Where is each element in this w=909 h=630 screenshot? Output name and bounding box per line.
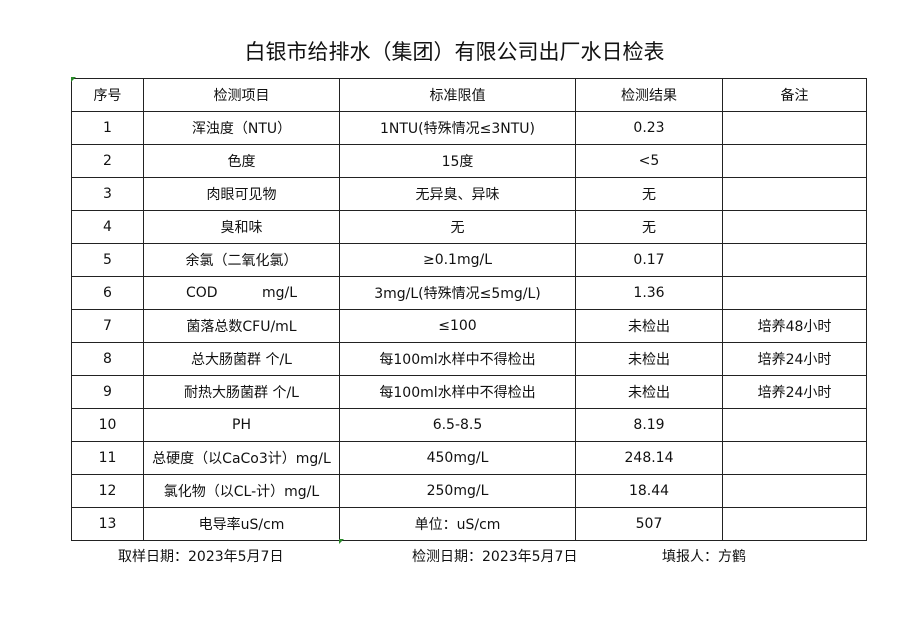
- cell-index: 5: [71, 243, 144, 277]
- cell-limit: ≥0.1mg/L: [339, 243, 576, 277]
- cell-result: 未检出: [575, 309, 723, 343]
- cell-remark: 培养24小时: [722, 342, 867, 376]
- cell-result: <5: [575, 144, 723, 178]
- filled-by: 填报人：方鹤: [662, 549, 746, 565]
- table-row: 8 总大肠菌群 个/L 每100ml水样中不得检出 未检出 培养24小时: [71, 342, 867, 376]
- cell-remark: 培养24小时: [722, 375, 867, 409]
- cell-result: 无: [575, 210, 723, 244]
- cell-remark: [722, 276, 867, 310]
- table-row: 12 氯化物（以CL-计）mg/L 250mg/L 18.44: [71, 474, 867, 508]
- cell-remark: [722, 474, 867, 508]
- cell-remark: [722, 408, 867, 442]
- cell-limit: 3mg/L(特殊情况≤5mg/L): [339, 276, 576, 310]
- cell-index: 3: [71, 177, 144, 211]
- cell-remark: [722, 243, 867, 277]
- cell-index: 9: [71, 375, 144, 409]
- cell-item: 肉眼可见物: [143, 177, 340, 211]
- cell-item: 耐热大肠菌群 个/L: [143, 375, 340, 409]
- cell-remark: [722, 144, 867, 178]
- table-row: 1 浑浊度（NTU） 1NTU(特殊情况≤3NTU) 0.23: [71, 111, 867, 145]
- table-row: 4 臭和味无无: [71, 210, 867, 244]
- cell-result: 未检出: [575, 342, 723, 376]
- cell-item: 臭和味: [143, 210, 340, 244]
- table-row: 6 COD mg/L 3mg/L(特殊情况≤5mg/L) 1.36: [71, 276, 867, 310]
- cell-item: 总大肠菌群 个/L: [143, 342, 340, 376]
- cell-result: 248.14: [575, 441, 723, 475]
- cell-result: 无: [575, 177, 723, 211]
- cell-marker-icon: [339, 539, 344, 544]
- cell-index: 8: [71, 342, 144, 376]
- table-row: 9 耐热大肠菌群 个/L 每100ml水样中不得检出 未检出 培养24小时: [71, 375, 867, 409]
- cell-index: 6: [71, 276, 144, 310]
- cell-result: 18.44: [575, 474, 723, 508]
- cell-index: 4: [71, 210, 144, 244]
- table-row: 7 菌落总数CFU/mL ≤100 未检出 培养48小时: [71, 309, 867, 343]
- cell-item: PH: [143, 408, 340, 442]
- cell-limit: 每100ml水样中不得检出: [339, 375, 576, 409]
- header-result: 检测结果: [575, 78, 723, 112]
- cell-limit: 6.5-8.5: [339, 408, 576, 442]
- report-title: 白银市给排水（集团）有限公司出厂水日检表: [244, 40, 665, 64]
- water-quality-table: 序号 检测项目 标准限值 检测结果 备注 1 浑浊度（NTU） 1NTU(特殊情况≤…: [71, 78, 867, 541]
- cell-index: 10: [71, 408, 144, 442]
- cell-remark: [722, 111, 867, 145]
- cell-index: 11: [71, 441, 144, 475]
- table-row: 10 PH 6.5-8.5 8.19: [71, 408, 867, 442]
- cell-limit: 450mg/L: [339, 441, 576, 475]
- cell-limit: 250mg/L: [339, 474, 576, 508]
- header-index: 序号: [71, 78, 144, 112]
- cell-index: 1: [71, 111, 144, 145]
- cell-limit: ≤100: [339, 309, 576, 343]
- header-item: 检测项目: [143, 78, 340, 112]
- cell-index: 7: [71, 309, 144, 343]
- cell-item: 总硬度（以CaCo3计）mg/L: [143, 441, 340, 475]
- cell-index: 2: [71, 144, 144, 178]
- cell-item: 氯化物（以CL-计）mg/L: [143, 474, 340, 508]
- table-row: 3 肉眼可见物 无异臭、异味无: [71, 177, 867, 211]
- cell-remark: 培养48小时: [722, 309, 867, 343]
- cell-limit: 无: [339, 210, 576, 244]
- cell-limit: 15度: [339, 144, 576, 178]
- cell-remark: [722, 210, 867, 244]
- cell-result: 未检出: [575, 375, 723, 409]
- cell-item: 浑浊度（NTU）: [143, 111, 340, 145]
- cell-limit: 无异臭、异味: [339, 177, 576, 211]
- cell-result: 0.17: [575, 243, 723, 277]
- cell-remark: [722, 441, 867, 475]
- cell-limit: 1NTU(特殊情况≤3NTU): [339, 111, 576, 145]
- cell-remark: [722, 507, 867, 541]
- header-row: 序号 检测项目 标准限值 检测结果 备注: [71, 78, 867, 112]
- cell-item: 余氯（二氧化氯）: [143, 243, 340, 277]
- header-limit: 标准限值: [339, 78, 576, 112]
- sampling-date: 取样日期：2023年5月7日: [118, 549, 284, 565]
- table-row: 2 色度 15度 <5: [71, 144, 867, 178]
- cell-item: 色度: [143, 144, 340, 178]
- cell-result: 0.23: [575, 111, 723, 145]
- cell-item: 电导率uS/cm: [143, 507, 340, 541]
- table-row: 13 电导率uS/cm 单位：uS/cm 507: [71, 507, 867, 541]
- cell-index: 12: [71, 474, 144, 508]
- cell-item: 菌落总数CFU/mL: [143, 309, 340, 343]
- cell-item: COD mg/L: [143, 276, 340, 310]
- table-row: 5 余氯（二氧化氯） ≥0.1mg/L 0.17: [71, 243, 867, 277]
- header-remark: 备注: [722, 78, 867, 112]
- table-row: 11 总硬度（以CaCo3计）mg/L 450mg/L 248.14: [71, 441, 867, 475]
- cell-index: 13: [71, 507, 144, 541]
- cell-marker-icon: [71, 77, 76, 82]
- cell-limit: 单位：uS/cm: [339, 507, 576, 541]
- test-date: 检测日期：2023年5月7日: [412, 549, 578, 565]
- cell-result: 1.36: [575, 276, 723, 310]
- cell-result: 507: [575, 507, 723, 541]
- cell-result: 8.19: [575, 408, 723, 442]
- cell-limit: 每100ml水样中不得检出: [339, 342, 576, 376]
- cell-remark: [722, 177, 867, 211]
